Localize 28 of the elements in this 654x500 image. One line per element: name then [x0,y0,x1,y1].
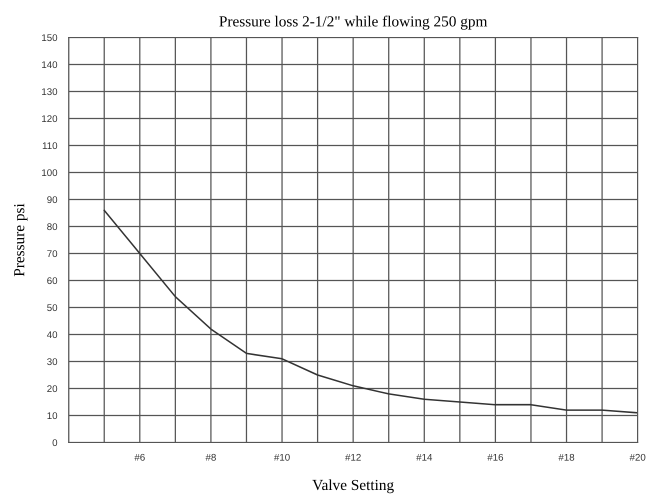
y-tick-label: 10 [47,412,58,420]
x-tick-label: #14 [416,454,432,461]
x-tick-label: #6 [134,454,145,461]
y-tick-label: 70 [47,250,58,258]
y-tick-label: 130 [42,88,58,96]
line-series [103,210,638,414]
x-tick-label: #18 [558,454,574,461]
x-tick-label: #16 [487,454,504,461]
x-tick-label: #20 [630,454,646,461]
y-tick-label: 0 [52,439,58,446]
y-tick-label: 120 [42,115,58,122]
x-tick-label: #8 [206,454,216,461]
y-tick-label: 20 [47,385,58,392]
y-tick-label: 140 [42,61,58,68]
x-tick-label: #10 [274,454,290,461]
y-tick-label: 50 [47,304,58,312]
y-tick-label: 30 [47,358,58,366]
x-axis-title: Valve Setting [312,479,394,494]
y-tick-label: 90 [47,196,58,204]
y-tick-label: 150 [42,34,58,42]
y-tick-label: 100 [42,169,58,176]
y-tick-label: 110 [42,142,58,150]
y-tick-label: 60 [47,277,58,284]
x-tick-label: #12 [345,454,361,461]
y-axis-title: Pressure psi [14,204,28,276]
y-tick-label: 40 [46,331,58,338]
y-tick-label: 80 [47,223,58,230]
chart-title: Pressure loss 2-1/2" while flowing 250 gpm [219,16,488,30]
